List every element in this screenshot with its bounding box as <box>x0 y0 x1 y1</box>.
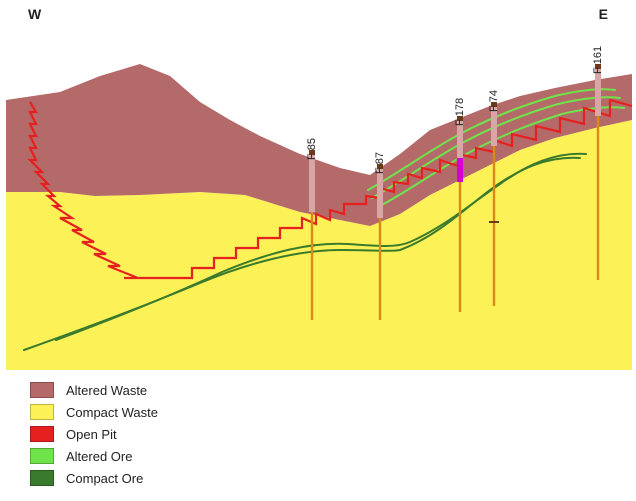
legend-label: Altered Ore <box>66 449 132 464</box>
legend-row: Compact Ore <box>30 467 158 489</box>
legend-swatch <box>30 404 54 420</box>
legend-label: Altered Waste <box>66 383 147 398</box>
legend-row: Open Pit <box>30 423 158 445</box>
borehole-label: F 74 <box>488 90 500 112</box>
borehole-label: F 178 <box>454 98 466 126</box>
legend-swatch <box>30 426 54 442</box>
legend-row: Compact Waste <box>30 401 158 423</box>
legend-label: Compact Waste <box>66 405 158 420</box>
legend-label: Compact Ore <box>66 471 143 486</box>
cross-section-diagram: W E F 85F 87F 178F 74F 161 Altered Waste… <box>0 0 636 501</box>
legend-swatch <box>30 470 54 486</box>
borehole-label: F 85 <box>306 138 318 160</box>
legend-swatch <box>30 448 54 464</box>
legend-row: Altered Waste <box>30 379 158 401</box>
legend-row: Altered Ore <box>30 445 158 467</box>
legend-label: Open Pit <box>66 427 117 442</box>
legend: Altered Waste Compact Waste Open Pit Altere… <box>30 379 158 489</box>
legend-swatch <box>30 382 54 398</box>
borehole-label: F 87 <box>374 152 386 174</box>
borehole-label: F 161 <box>592 46 604 74</box>
